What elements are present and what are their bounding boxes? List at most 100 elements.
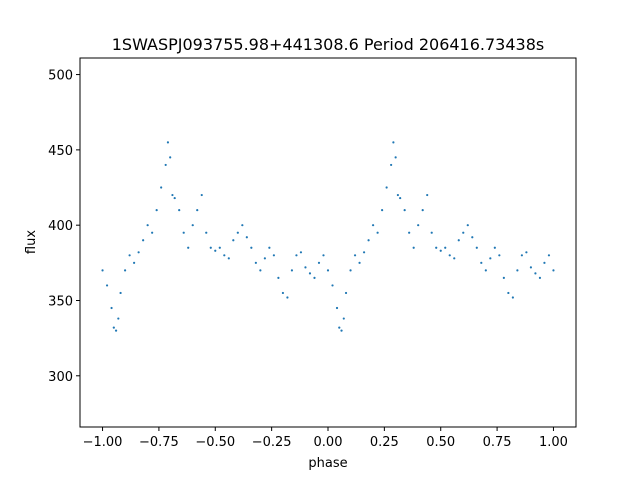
data-point <box>331 284 334 287</box>
data-point <box>435 246 438 249</box>
data-point <box>516 269 519 272</box>
data-point <box>408 231 411 234</box>
x-tick-label: −0.75 <box>139 435 179 450</box>
data-point <box>227 257 230 260</box>
y-tick-label: 400 <box>48 219 73 234</box>
y-tick-label: 450 <box>48 144 73 159</box>
data-point <box>232 239 235 242</box>
data-point <box>344 291 348 295</box>
y-tick-label: 350 <box>48 294 73 309</box>
data-point <box>392 141 395 144</box>
x-tick-label: −1.00 <box>83 435 123 450</box>
data-point <box>178 209 181 212</box>
data-point <box>534 272 537 275</box>
data-point <box>462 231 465 234</box>
data-points <box>101 141 555 332</box>
data-point <box>489 257 492 260</box>
data-point <box>241 224 244 227</box>
x-tick-label: 0.25 <box>370 435 399 450</box>
data-point <box>552 269 555 272</box>
data-point <box>547 254 551 257</box>
data-point <box>394 156 397 159</box>
data-point <box>426 193 429 197</box>
data-point <box>128 254 131 257</box>
data-point <box>250 246 253 249</box>
data-point <box>529 266 533 269</box>
data-point <box>286 296 289 299</box>
data-point <box>308 272 312 275</box>
data-point <box>191 224 194 227</box>
data-point <box>367 239 370 242</box>
chart-title: 1SWASPJ093755.98+441308.6 Period 206416.… <box>112 35 544 54</box>
data-point <box>338 326 341 329</box>
data-point <box>110 306 113 310</box>
data-point <box>277 276 280 279</box>
data-point <box>507 291 510 295</box>
data-point <box>326 269 330 272</box>
y-tick-label: 300 <box>48 370 73 385</box>
x-axis: −1.00 −0.75 −0.50 −0.25 0.00 0.25 0.50 0.75 1.00 <box>83 427 568 450</box>
data-point <box>299 251 303 254</box>
y-axis: 300 350 400 450 500 <box>48 69 80 385</box>
data-point <box>421 209 424 212</box>
data-point <box>263 257 266 260</box>
data-point <box>101 269 104 272</box>
data-point <box>114 329 118 332</box>
data-point <box>259 269 262 272</box>
data-point <box>209 246 212 249</box>
data-point <box>187 246 190 249</box>
data-point <box>223 254 226 257</box>
data-point <box>493 246 496 249</box>
data-point <box>349 269 352 272</box>
data-point <box>430 231 433 234</box>
data-point <box>171 193 174 197</box>
data-point <box>281 291 285 295</box>
x-tick-label: 0.00 <box>314 435 343 450</box>
x-tick-label: −0.25 <box>252 435 292 450</box>
data-point <box>200 193 203 197</box>
data-point <box>342 317 345 320</box>
data-point <box>525 251 528 254</box>
data-point <box>133 261 136 264</box>
data-point <box>439 249 442 252</box>
data-point <box>164 163 167 167</box>
data-point <box>453 257 456 260</box>
data-point <box>254 261 257 264</box>
data-point <box>444 246 447 249</box>
data-point <box>236 231 239 234</box>
data-point <box>381 209 384 212</box>
data-point <box>335 306 339 310</box>
data-point <box>182 231 185 234</box>
data-point <box>146 224 149 227</box>
data-point <box>353 254 357 257</box>
data-point <box>272 254 275 257</box>
data-point <box>290 269 294 272</box>
data-point <box>322 254 325 257</box>
data-point <box>475 246 478 249</box>
data-point <box>448 254 451 257</box>
data-point <box>385 186 388 189</box>
data-point <box>511 296 514 299</box>
data-point <box>205 231 208 234</box>
data-point <box>218 246 221 249</box>
data-point <box>313 276 316 279</box>
data-point <box>417 224 420 227</box>
data-point <box>502 276 505 279</box>
data-point <box>268 246 271 249</box>
data-point <box>403 209 406 212</box>
data-point <box>466 224 469 227</box>
data-point <box>376 231 379 234</box>
x-tick-label: 0.75 <box>483 435 512 450</box>
data-point <box>484 269 487 272</box>
data-point <box>317 261 321 264</box>
data-point <box>112 326 115 329</box>
data-point <box>151 231 154 234</box>
data-point <box>105 284 109 287</box>
data-point <box>399 196 402 200</box>
data-point <box>390 163 393 167</box>
data-point <box>543 261 546 264</box>
data-point <box>457 239 460 242</box>
data-point <box>137 251 140 254</box>
